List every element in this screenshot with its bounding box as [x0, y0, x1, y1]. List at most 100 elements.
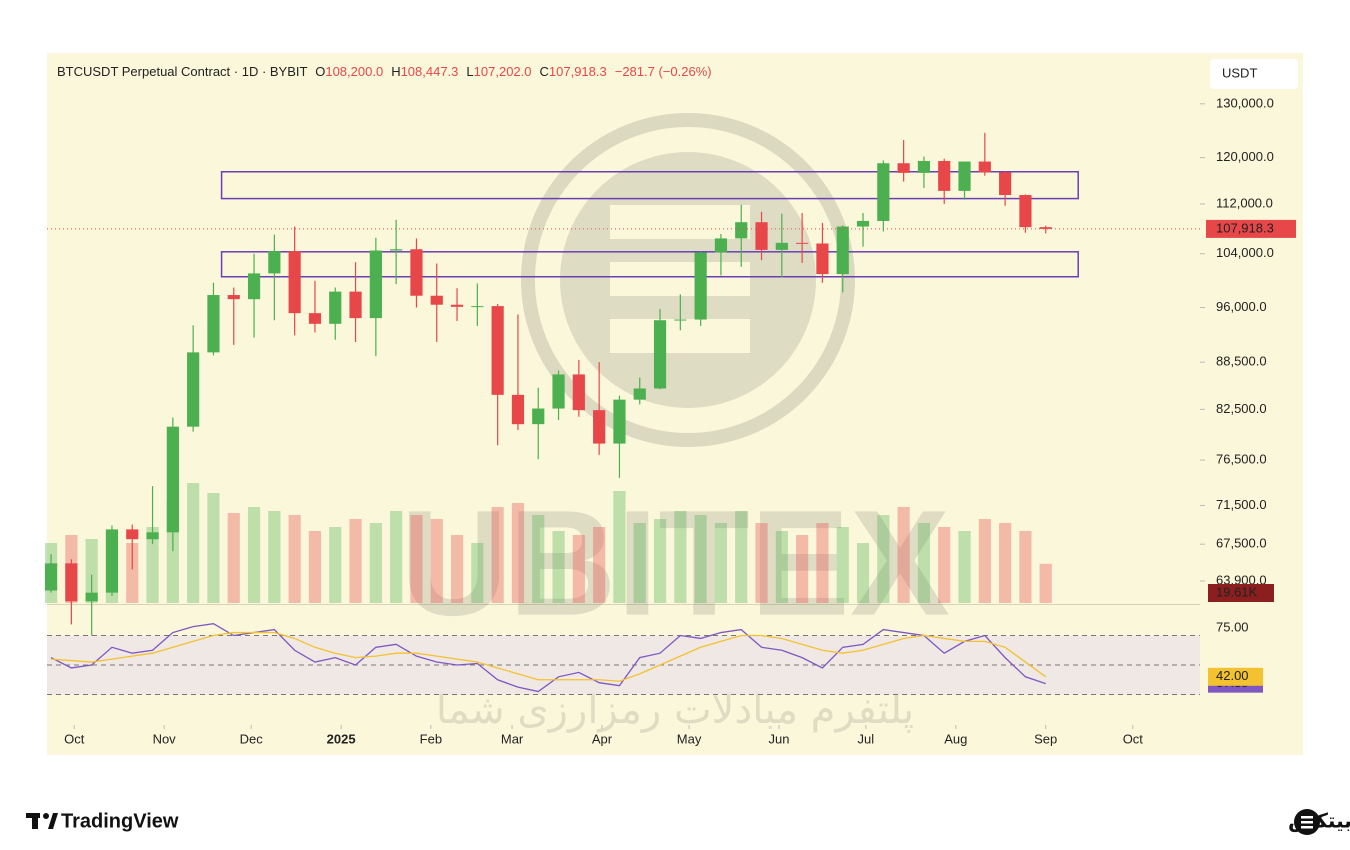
rsi-line	[51, 631, 1047, 682]
volume-bar	[593, 527, 606, 603]
candle-body	[735, 222, 748, 239]
volume-bar	[653, 519, 667, 603]
rsi-value-label: 42.00	[1216, 668, 1249, 683]
header-field-value: 108,447.3	[401, 64, 459, 79]
volume-bar	[329, 527, 342, 603]
volume-bar	[268, 511, 281, 603]
candle-body	[694, 252, 707, 320]
volume-bar	[1039, 563, 1052, 603]
x-tick-label: Feb	[420, 731, 442, 746]
candle-body	[511, 394, 525, 425]
candle-body	[796, 242, 809, 244]
candle-body	[329, 291, 342, 324]
currency-box	[1210, 59, 1298, 89]
candle-body	[430, 295, 443, 305]
candle-body	[1019, 195, 1032, 228]
volume-bar	[917, 523, 931, 603]
zone	[220, 251, 1079, 278]
x-tick-label: Oct	[1123, 731, 1144, 746]
candle-body	[227, 295, 240, 300]
volume-bar	[247, 507, 261, 603]
volume-bar	[1019, 531, 1032, 603]
y-tick-label: 120,000.0	[1216, 149, 1274, 164]
candle-body	[755, 222, 768, 250]
candle-body	[816, 243, 829, 275]
candle-body	[410, 249, 423, 296]
volume-bar	[796, 535, 809, 603]
candle-body	[836, 226, 849, 275]
logo-part	[32, 813, 38, 829]
currency: USDT	[1222, 65, 1257, 80]
volume-bar	[755, 523, 768, 603]
logo-part	[43, 813, 49, 819]
logo-part	[1301, 826, 1313, 829]
candle-body	[897, 163, 910, 173]
volume-bar	[958, 531, 971, 603]
x-tick-label: Nov	[153, 731, 177, 746]
x-tick-label: Sep	[1034, 731, 1057, 746]
candle-body	[126, 529, 139, 540]
candle-body	[633, 388, 646, 400]
watermark-logo-bar	[610, 262, 750, 296]
volume-bar	[227, 513, 240, 603]
rsi-value-box	[1208, 667, 1263, 686]
x-tick-label: Mar	[501, 731, 524, 746]
x-tick-label: Jun	[769, 731, 790, 746]
candle-body	[1039, 227, 1052, 229]
candle-body	[247, 273, 261, 300]
logo-part	[1301, 816, 1313, 819]
y-tick-label: 130,000.0	[1216, 95, 1274, 110]
volume-bar	[187, 483, 200, 603]
volume-bar	[349, 519, 362, 603]
x-tick-label: Aug	[944, 731, 967, 746]
candle-body	[146, 532, 159, 540]
volume-bar	[856, 543, 870, 603]
header-field-value: 108,200.0	[325, 64, 383, 79]
header-field-value: 107,202.0	[474, 64, 532, 79]
volume-bar	[390, 511, 403, 603]
candle-body	[105, 529, 119, 593]
last-price-label: 107,918.3	[1216, 220, 1274, 235]
y-tick-label: 96,000.0	[1216, 299, 1267, 314]
volume-bar	[877, 515, 890, 603]
candle-body	[207, 295, 220, 353]
candle-body	[308, 313, 322, 324]
volume-bar	[471, 543, 484, 603]
y-tick-label: 71,500.0	[1216, 497, 1267, 512]
logo-part	[1301, 821, 1313, 824]
volume-bar	[146, 527, 159, 603]
tradingview-logo	[26, 813, 58, 829]
candle-body	[491, 306, 504, 395]
y-tick-label: 112,000.0	[1216, 195, 1273, 210]
volume-bar	[511, 503, 525, 603]
volume-bar	[450, 535, 464, 603]
header-field-label: O	[315, 64, 325, 79]
candle-body	[653, 320, 667, 389]
volume-label: 19.61K	[1216, 584, 1258, 599]
candle-body	[978, 161, 991, 173]
volume-bar	[694, 515, 707, 603]
volume-bar	[816, 523, 829, 603]
volume-bar	[552, 531, 565, 603]
y-tick-label: 76,500.0	[1216, 452, 1267, 467]
volume-bar	[999, 523, 1012, 603]
candle-body	[917, 160, 931, 173]
y-tick-label: 82,500.0	[1216, 401, 1267, 416]
volume-bar	[613, 491, 626, 603]
volume-bar	[126, 543, 139, 603]
x-tick-label: Jul	[858, 731, 875, 746]
volume-bar	[207, 493, 220, 603]
volume-bar	[674, 511, 687, 603]
candle-body	[268, 251, 281, 274]
candle-body	[471, 306, 484, 308]
y-tick-label: 63,900.0	[1216, 572, 1267, 587]
candle-body	[65, 563, 78, 602]
watermark-disc	[560, 152, 816, 408]
candle-body	[938, 160, 951, 191]
footer-left: TradingView	[61, 810, 179, 832]
header-field-label: L	[466, 64, 473, 79]
candle-body	[166, 426, 179, 533]
candle-body	[390, 249, 403, 251]
candle-body	[958, 161, 971, 191]
